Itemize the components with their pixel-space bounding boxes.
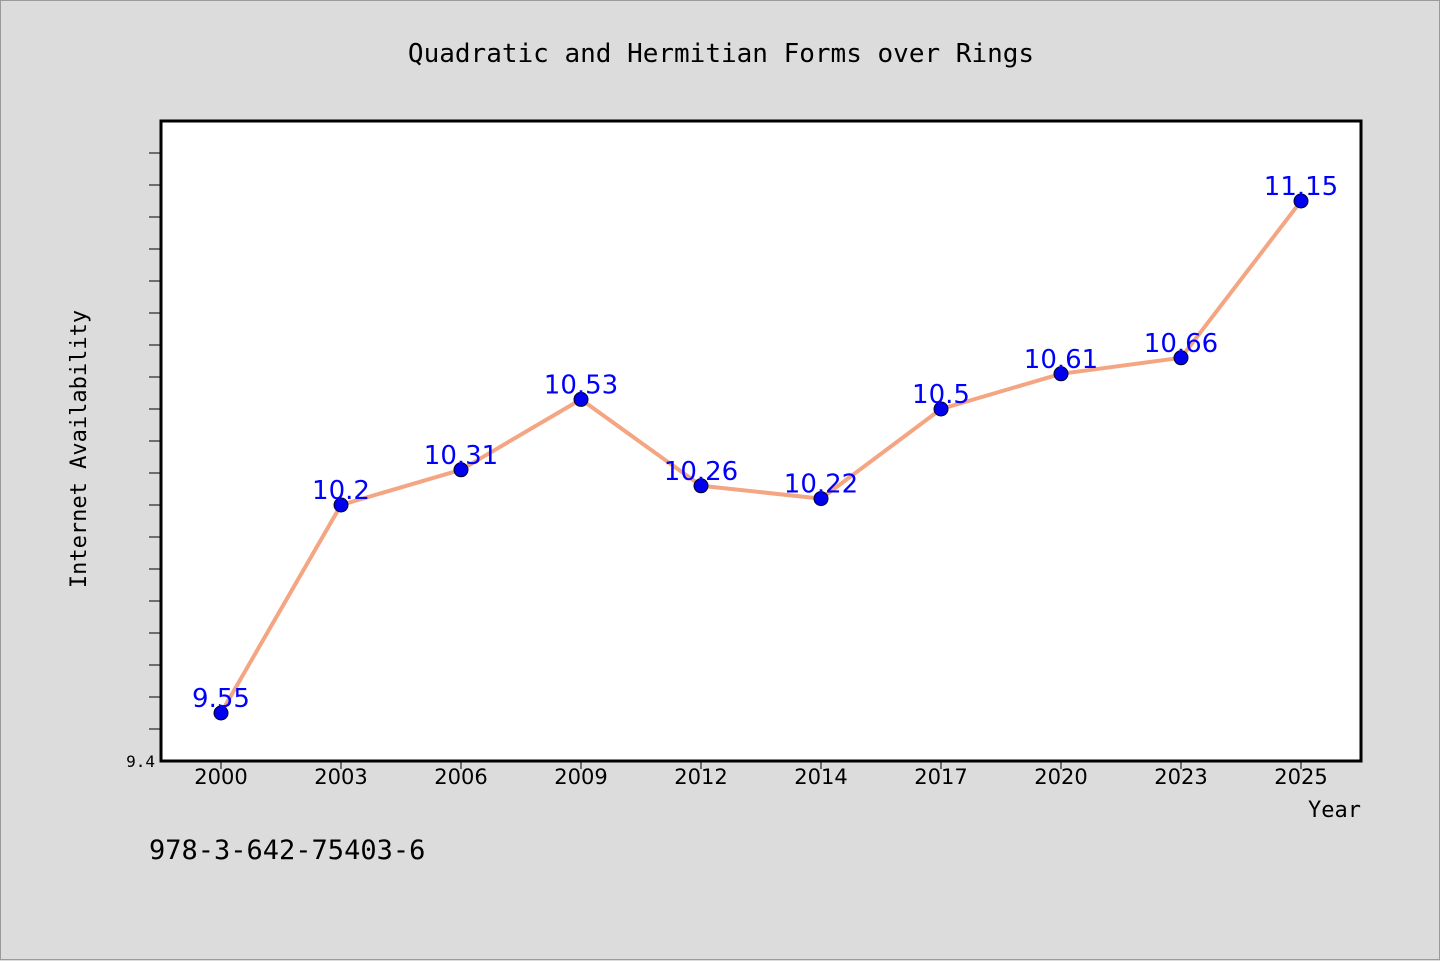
data-label: 10.2: [312, 476, 370, 506]
chart-title: Quadratic and Hermitian Forms over Rings: [408, 39, 1034, 69]
series-line: [219, 199, 1303, 715]
data-point: [1293, 193, 1309, 209]
data-label: 10.5: [912, 380, 970, 410]
y-axis-label: Internet Availability: [67, 310, 92, 588]
isbn-text: 978-3-642-75403-6: [149, 835, 426, 866]
x-tick-label: 2009: [554, 765, 607, 789]
data-point: [693, 478, 709, 494]
plot-area: [159, 119, 1363, 763]
data-point: [573, 391, 589, 407]
data-point: [453, 462, 469, 478]
x-tick-label: 2012: [674, 765, 727, 789]
data-label: 10.53: [544, 370, 618, 400]
data-label: 11.15: [1264, 172, 1338, 202]
x-tick-label: 2000: [194, 765, 247, 789]
x-tick-label: 2020: [1034, 765, 1087, 789]
data-point: [933, 401, 949, 417]
x-tick-label: 2014: [794, 765, 847, 789]
x-tick-label: 2017: [914, 765, 967, 789]
data-label: 10.61: [1024, 345, 1098, 375]
y-tick-label: 9.4: [126, 752, 155, 771]
data-point: [813, 491, 829, 507]
y-ticks: [149, 152, 161, 730]
x-axis-label: Year: [1308, 798, 1361, 823]
data-label: 10.31: [424, 441, 498, 471]
x-tick-label: 2023: [1154, 765, 1207, 789]
data-point: [333, 497, 349, 513]
data-point: [1053, 366, 1069, 382]
x-tick-label: 2006: [434, 765, 487, 789]
data-label: 10.26: [664, 457, 738, 487]
data-label: 9.55: [192, 684, 250, 714]
data-label: 10.66: [1144, 329, 1218, 359]
x-tick-label: 2025: [1274, 765, 1327, 789]
data-point: [213, 705, 229, 721]
data-point: [1173, 350, 1189, 366]
data-label: 10.22: [784, 470, 858, 500]
x-tick-label: 2003: [314, 765, 367, 789]
